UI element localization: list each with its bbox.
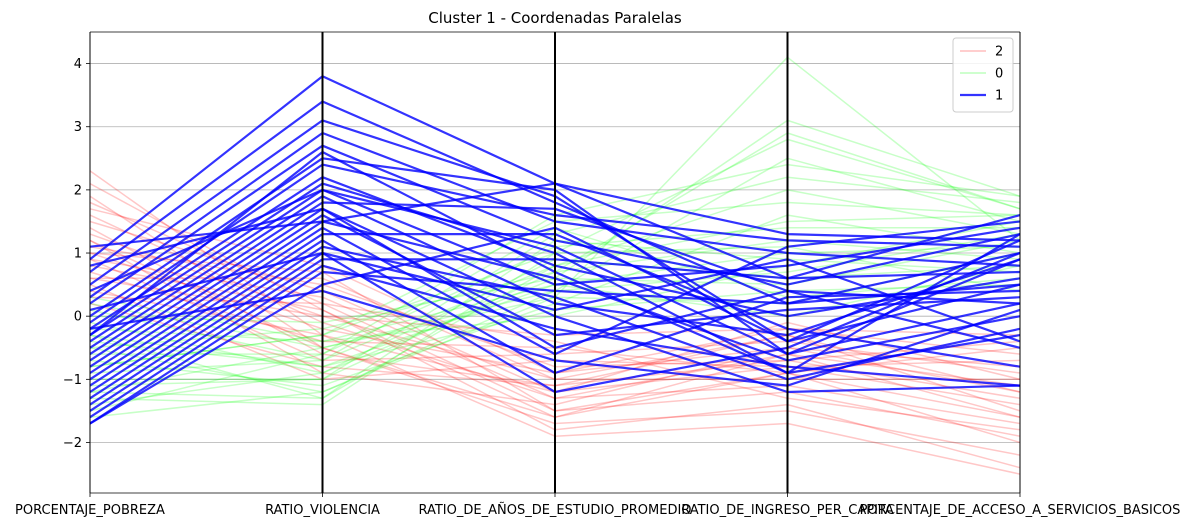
ticks-layer: −2 −1 0 1 2 3 4 PORCENTAJE_POBREZA RATIO_VIOLENC…: [15, 57, 1180, 518]
x-tick-label: RATIO_DE_INGRESO_PER_CAPITA: [681, 503, 894, 518]
y-tick-label: −2: [63, 436, 82, 451]
x-tick-label: PORCENTAJE_POBREZA: [15, 503, 165, 518]
legend-label: 0: [995, 67, 1003, 82]
legend-label: 2: [995, 45, 1003, 60]
legend-label: 1: [995, 89, 1003, 104]
y-tick-label: 1: [74, 247, 82, 262]
x-tick-label: RATIO_VIOLENCIA: [265, 503, 380, 518]
y-tick-label: 3: [74, 120, 82, 135]
legend-box: [952, 37, 1014, 113]
y-tick-label: 2: [74, 183, 82, 198]
axes-layer: [89, 31, 1021, 494]
chart-title: Cluster 1 - Coordenadas Paralelas: [428, 9, 682, 27]
x-tick-label: PORCENTAJE_DE_ACCESO_A_SERVICIOS_BASICOS: [860, 503, 1181, 518]
legend: 2 0 1: [952, 37, 1014, 113]
y-tick-label: −1: [63, 373, 82, 388]
y-tick-label: 4: [74, 57, 82, 72]
y-tick-label: 0: [74, 310, 82, 325]
x-tick-label: RATIO_DE_AÑOS_DE_ESTUDIO_PROMEDIO: [418, 502, 691, 518]
